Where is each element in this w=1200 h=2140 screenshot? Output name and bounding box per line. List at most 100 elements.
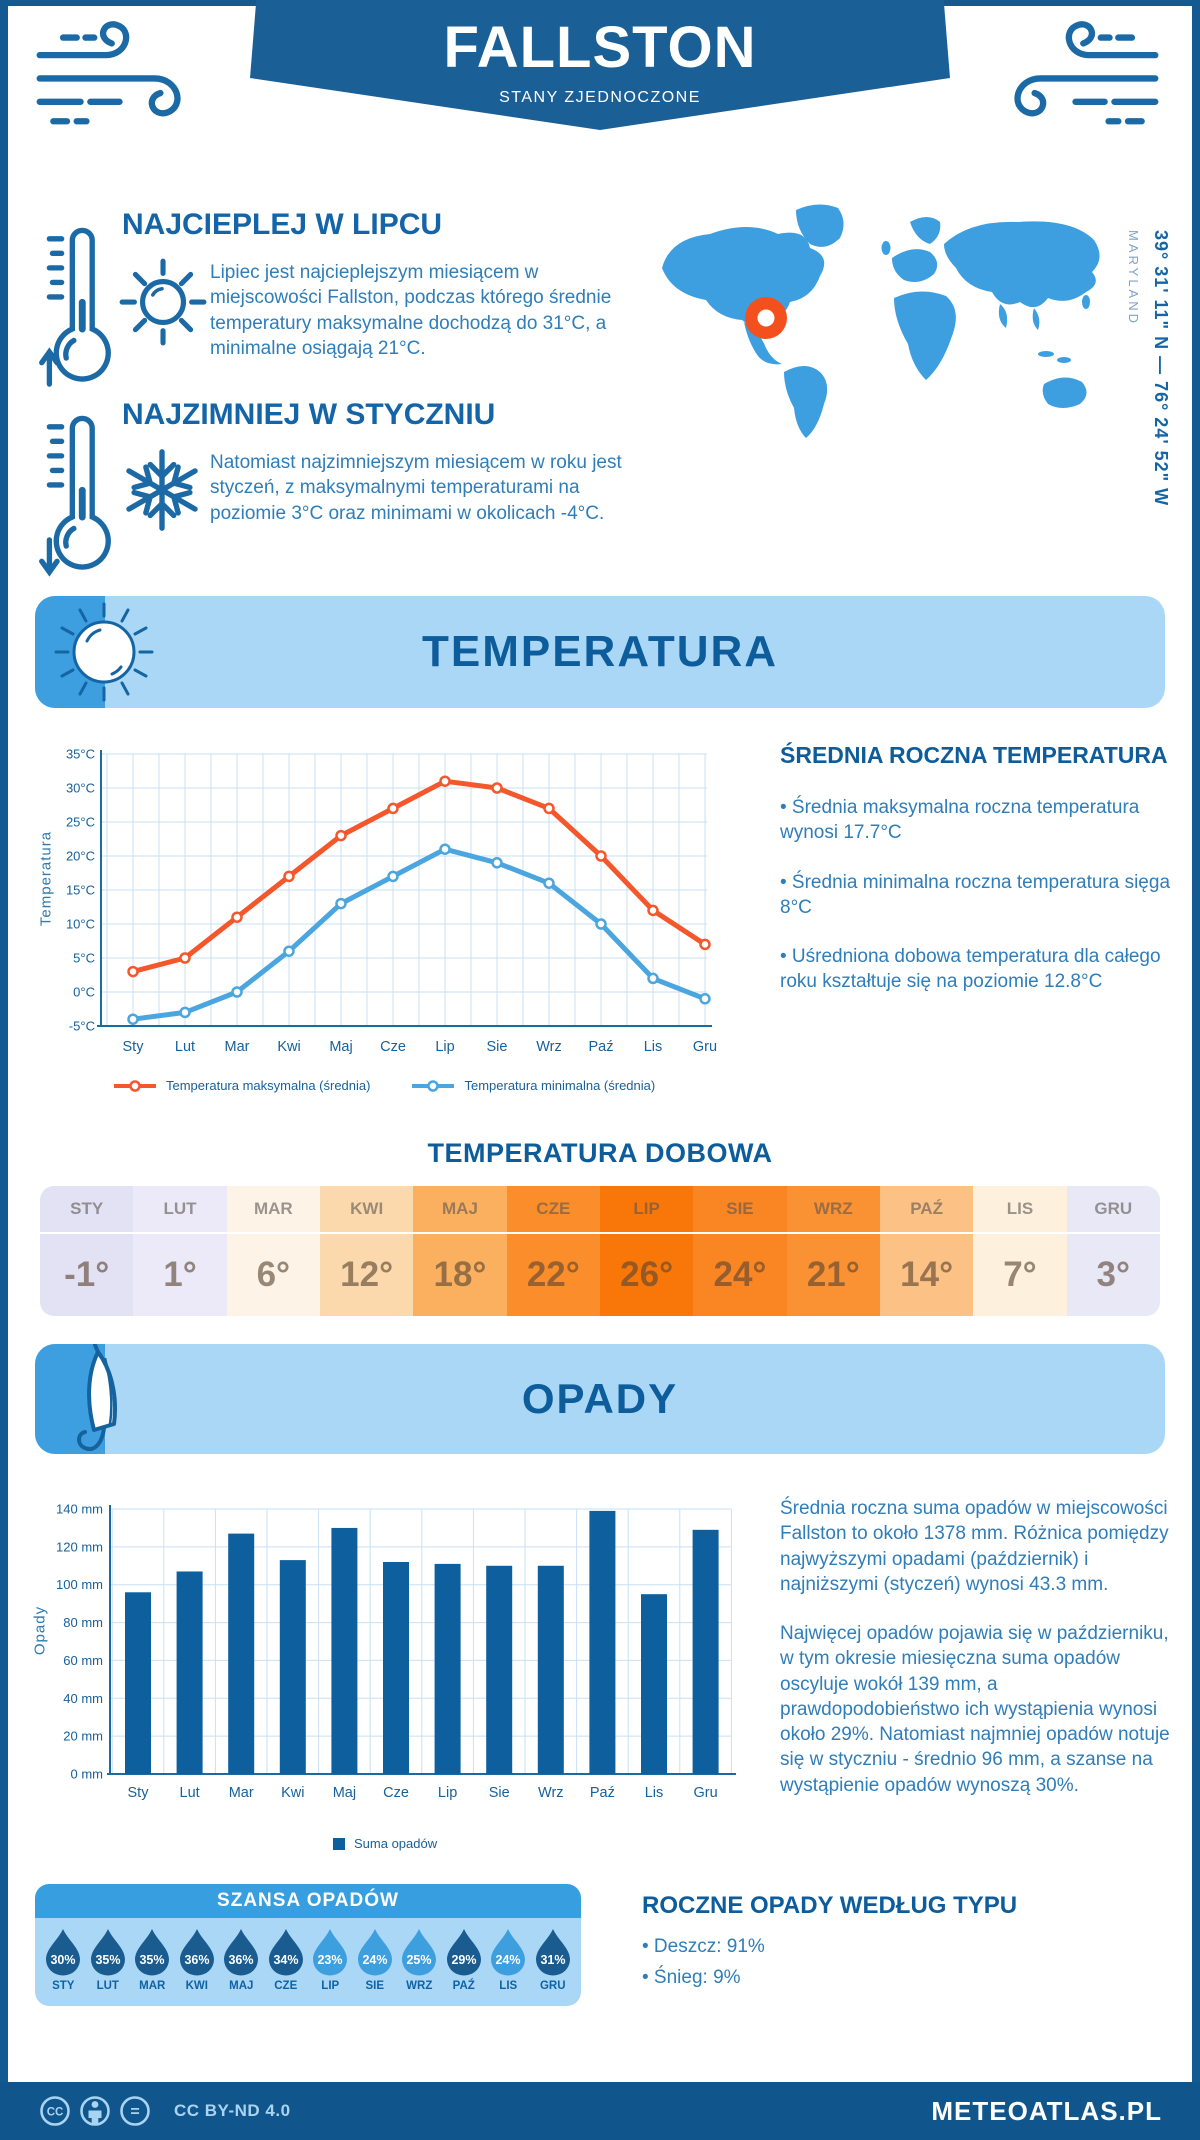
data-point-marker <box>699 938 711 951</box>
precipitation-text-panel: Średnia roczna suma opadów w miejscowośc… <box>780 1496 1182 1822</box>
y-tick-label: 30°C <box>66 781 95 796</box>
x-tick-label: Kwi <box>281 1785 304 1801</box>
x-tick-label: Mar <box>229 1785 254 1801</box>
temperature-value: 21° <box>786 1232 880 1316</box>
annual-bullet: • Uśredniona dobowa temperatura dla całe… <box>780 946 1161 993</box>
precip-by-type-panel: ROCZNE OPADY WEDŁUG TYPU • Deszcz: 91% •… <box>642 1892 1072 2015</box>
temperature-value: 18° <box>413 1232 507 1316</box>
month-label: GRU <box>1094 1199 1133 1218</box>
water-drop-icon: 29% <box>446 1929 481 1976</box>
data-point-marker <box>387 870 399 883</box>
site-name: METEOATLAS.PL <box>931 2095 1162 2126</box>
month-label: MAR <box>253 1199 293 1218</box>
precip-chance-item: 36% KWI <box>175 1928 220 1992</box>
x-tick-label: Wrz <box>538 1785 564 1801</box>
highlight-heading: NAJZIMNIEJ W STYCZNIU <box>122 398 496 431</box>
temperature-value: 7° <box>973 1232 1067 1316</box>
x-tick-label: Cze <box>383 1785 409 1801</box>
x-tick-label: Gru <box>693 1039 717 1055</box>
svg-text:23%: 23% <box>318 1953 343 1967</box>
water-drop-icon: 24% <box>491 1929 526 1976</box>
data-point-marker <box>335 829 347 842</box>
data-point-marker <box>231 986 243 998</box>
highlight-text: Natomiast najzimniejszym miesiącem w rok… <box>210 452 622 524</box>
data-point-marker <box>543 877 555 889</box>
type-bullet: • Śnieg: 9% <box>642 1967 741 1989</box>
precip-chance-item: 29% PAŹ <box>442 1928 487 1992</box>
bar <box>279 1560 306 1774</box>
month-label: KWI <box>185 1980 208 1992</box>
footer: CC = CC BY-ND 4.0 METEOATLAS.PL <box>0 2082 1200 2140</box>
data-point-marker <box>647 972 659 985</box>
region-label: MARYLAND <box>1126 230 1141 327</box>
temperature-value: 14° <box>879 1232 974 1316</box>
annual-temperature-panel: ŚREDNIA ROCZNA TEMPERATURA • Średnia mak… <box>780 742 1178 1019</box>
section-title: TEMPERATURA <box>421 627 779 676</box>
line-chart-legend: Temperatura maksymalna (średnia) Temperat… <box>112 1078 655 1093</box>
bar <box>486 1565 513 1774</box>
precipitation-bar-chart: 0 mm 20 mm 40 mm 60 mm 80 mm 100 mm 120 mm 140 … <box>56 1502 736 1801</box>
water-drop-icon: 35% <box>135 1929 170 1976</box>
temperature-value: 1° <box>133 1232 227 1316</box>
bar <box>228 1533 255 1774</box>
x-tick-label: Sty <box>128 1785 150 1801</box>
world-map <box>648 196 1103 446</box>
header-banner: FALLSTON STANY ZJEDNOCZONE <box>250 0 950 130</box>
precip-chance-item: 30% STY <box>41 1928 86 1992</box>
water-drop-icon: 23% <box>313 1929 348 1976</box>
highlight-heading: NAJCIEPLEJ W LIPCU <box>122 208 443 241</box>
bar <box>434 1563 461 1774</box>
svg-text:35%: 35% <box>95 1953 120 1967</box>
x-tick-label: Cze <box>380 1039 406 1055</box>
x-tick-label: Lut <box>175 1039 195 1055</box>
water-drop-icon: 25% <box>402 1929 437 1976</box>
y-tick-label: 10°C <box>66 917 95 932</box>
precip-chance-item: 24% SIE <box>353 1928 398 1992</box>
snowflake-icon <box>118 446 206 534</box>
data-point-marker <box>595 850 607 862</box>
bar <box>641 1594 667 1774</box>
water-drop-icon: 31% <box>535 1929 570 1976</box>
y-tick-label: 0 mm <box>71 1767 104 1782</box>
month-label: WRZ <box>813 1199 853 1218</box>
precipitation-paragraph: Średnia roczna suma opadów w miejscowośc… <box>780 1498 1169 1595</box>
umbrella-icon <box>59 1344 159 1454</box>
month-label: MAJ <box>442 1199 478 1218</box>
x-tick-label: Paź <box>590 1785 615 1801</box>
month-column: GRU 3° <box>1066 1186 1160 1316</box>
chance-heading: SZANSA OPADÓW <box>35 1884 581 1918</box>
data-point-marker <box>491 857 503 869</box>
daily-temperature-table: STY -1° LUT 1° MAR 6° KWI 12° MAJ 18° CZE 22° LIP 26°… <box>40 1186 1160 1316</box>
month-label: PAŹ <box>452 1980 475 1992</box>
y-tick-label: 120 mm <box>56 1539 103 1554</box>
temperature-value: -1° <box>40 1232 134 1316</box>
month-column: CZE 22° <box>506 1186 600 1316</box>
x-tick-label: Wrz <box>536 1039 562 1055</box>
month-column: PAŹ 14° <box>879 1186 974 1316</box>
x-tick-label: Sie <box>489 1785 510 1801</box>
bar <box>383 1562 409 1774</box>
month-label: GRU <box>539 1980 566 1992</box>
month-label: STY <box>52 1980 75 1992</box>
thermometer-down-icon <box>30 410 120 582</box>
data-point-marker <box>647 904 659 917</box>
sun-icon <box>49 597 159 707</box>
month-column: SIE 24° <box>693 1186 787 1316</box>
series-line <box>130 846 708 1022</box>
precip-chance-item: 24% LIS <box>486 1928 531 1992</box>
data-point-marker <box>439 775 451 787</box>
temperature-value: 12° <box>319 1232 414 1316</box>
month-label: LUT <box>163 1199 197 1218</box>
y-tick-label: 60 mm <box>63 1653 103 1668</box>
temperature-line-chart: -5°C 0°C 5°C 10°C 15°C 20°C 25°C 30°C 35°C Sty Lut… <box>66 747 717 1056</box>
panel-heading: ŚREDNIA ROCZNA TEMPERATURA <box>780 742 1168 768</box>
water-drop-icon: 36% <box>224 1929 259 1976</box>
svg-text:24%: 24% <box>362 1953 387 1967</box>
bar <box>537 1565 564 1774</box>
svg-text:24%: 24% <box>496 1953 521 1967</box>
data-point-marker <box>283 945 295 957</box>
precip-chance-item: 35% MAR <box>130 1928 175 1992</box>
data-point-marker <box>439 843 451 855</box>
precip-chance-item: 31% GRU <box>531 1928 576 1992</box>
